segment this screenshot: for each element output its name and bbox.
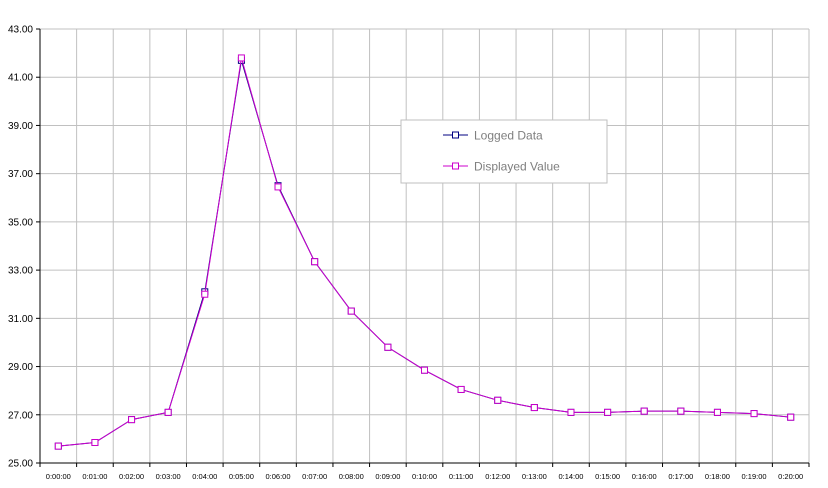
series-1-point [494,396,502,404]
series-1-point [237,54,245,62]
series-1-point [274,183,282,191]
x-tick-label: 0:09:00 [375,472,400,481]
series-1-point [604,408,612,416]
y-tick-label: 35.00 [8,217,33,228]
series-1-point [421,366,428,374]
y-tick-label: 37.00 [8,169,33,180]
x-tick-label: 0:17:00 [668,472,693,481]
x-tick-label: 0:08:00 [339,472,364,481]
x-tick-label: 0:11:00 [449,472,473,481]
legend-label: Displayed Value [474,160,560,174]
series-1-point [457,385,465,393]
x-tick-labels: 0:00:00 0:01:00 0:02:00 0:03:00 0:04:00 0:05:… [46,472,803,481]
series-1-point [384,343,392,351]
series-1-point [640,407,648,415]
series-1-point [128,416,136,424]
legend: Logged Data Displayed Value [400,119,608,184]
x-tick-label: 0:20:00 [778,472,803,481]
x-tick-label: 0:10:00 [412,472,437,481]
y-tick-label: 25.00 [8,459,33,470]
series-1-point [530,404,538,412]
legend-marker [452,162,459,170]
series-group [54,54,795,450]
x-tick-label: 0:04:00 [192,472,217,481]
gridlines [40,28,810,463]
y-tick-label: 43.00 [8,25,33,36]
legend-label: Logged Data [474,129,543,143]
y-tick-label: 31.00 [8,314,33,325]
plot-area [40,29,809,463]
series-1-point [54,442,62,450]
series-1-point [164,408,172,416]
x-tick-label: 0:13:00 [522,472,547,481]
x-tick-label: 0:01:00 [82,472,107,481]
y-tick-label: 29.00 [8,362,33,373]
series-1-point [787,413,795,421]
series-1-point [311,258,319,266]
series-1-point [201,290,209,298]
series-1-point [750,410,758,418]
y-tick-label: 39.00 [8,121,33,132]
series-1-point [713,408,721,416]
y-tick-label: 27.00 [8,410,33,421]
axes [36,28,810,467]
legend-marker [452,131,459,139]
x-tick-label: 0:06:00 [266,472,291,481]
y-tick-label: 41.00 [8,73,33,84]
series-1-point [677,407,685,415]
x-tick-label: 0:00:00 [46,472,71,481]
x-tick-label: 0:05:00 [229,472,254,481]
series-1-point [347,307,355,315]
x-tick-label: 0:03:00 [156,472,181,481]
y-tick-labels: 25.00 27.00 29.00 31.00 33.00 35.00 37.00 39.00… [8,25,33,470]
x-tick-label: 0:19:00 [742,472,767,481]
x-tick-label: 0:12:00 [485,472,510,481]
legend-items: Logged Data Displayed Value [443,129,560,174]
x-tick-label: 0:18:00 [705,472,730,481]
x-tick-label: 0:14:00 [558,472,583,481]
x-tick-label: 0:15:00 [595,472,620,481]
x-tick-label: 0:02:00 [119,472,144,481]
y-tick-label: 33.00 [8,266,33,277]
x-tick-label: 0:16:00 [632,472,657,481]
legend-box [400,119,608,184]
series-1-point [567,408,575,416]
series-1-point [91,439,99,447]
x-tick-label: 0:07:00 [302,472,327,481]
